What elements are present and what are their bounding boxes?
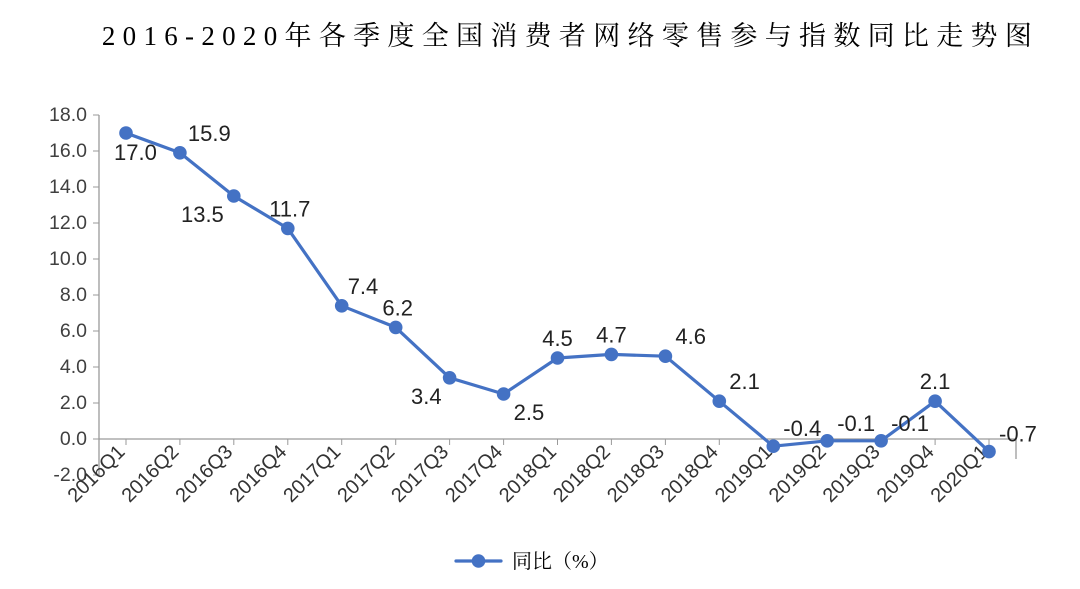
svg-text:2019Q4: 2019Q4 [873,441,939,507]
svg-text:15.9: 15.9 [188,121,231,146]
svg-text:6.0: 6.0 [60,320,87,342]
svg-text:2.1: 2.1 [729,369,760,394]
svg-text:3.4: 3.4 [411,384,442,409]
svg-text:2.0: 2.0 [60,392,87,414]
svg-text:2019Q3: 2019Q3 [819,441,885,507]
svg-text:11.7: 11.7 [269,196,310,221]
svg-text:4.6: 4.6 [675,324,706,349]
svg-text:-0.1: -0.1 [837,411,875,436]
svg-text:2017Q2: 2017Q2 [333,441,399,507]
svg-text:2018Q2: 2018Q2 [549,441,615,507]
svg-text:7.4: 7.4 [348,274,379,299]
svg-text:18.0: 18.0 [49,104,87,126]
svg-text:16.0: 16.0 [49,140,87,162]
svg-text:-0.1: -0.1 [891,411,929,436]
svg-text:4.0: 4.0 [60,356,87,378]
svg-text:14.0: 14.0 [49,176,87,198]
svg-text:2017Q4: 2017Q4 [441,441,507,507]
svg-text:2018Q1: 2018Q1 [495,441,561,507]
svg-text:8.0: 8.0 [60,284,87,306]
svg-text:13.5: 13.5 [181,202,224,227]
svg-text:2016Q2: 2016Q2 [118,441,184,507]
svg-text:2019Q1: 2019Q1 [711,441,777,507]
svg-text:2016Q4: 2016Q4 [225,441,291,507]
svg-text:2018Q3: 2018Q3 [603,441,669,507]
svg-text:17.0: 17.0 [114,140,157,165]
svg-text:10.0: 10.0 [49,248,87,270]
svg-text:2017Q1: 2017Q1 [279,441,345,507]
svg-text:4.5: 4.5 [542,326,573,351]
svg-text:2017Q3: 2017Q3 [387,441,453,507]
svg-text:2.1: 2.1 [920,369,951,394]
svg-text:同比（%）: 同比（%） [512,550,609,573]
svg-text:0.0: 0.0 [60,428,87,450]
svg-text:6.2: 6.2 [382,295,413,320]
svg-text:2.5: 2.5 [514,400,545,425]
svg-text:-0.4: -0.4 [783,416,821,441]
svg-text:4.7: 4.7 [596,322,627,347]
svg-text:2018Q4: 2018Q4 [657,441,723,507]
svg-text:-0.7: -0.7 [999,422,1037,447]
svg-text:12.0: 12.0 [49,212,87,234]
svg-text:2016Q3: 2016Q3 [171,441,237,507]
